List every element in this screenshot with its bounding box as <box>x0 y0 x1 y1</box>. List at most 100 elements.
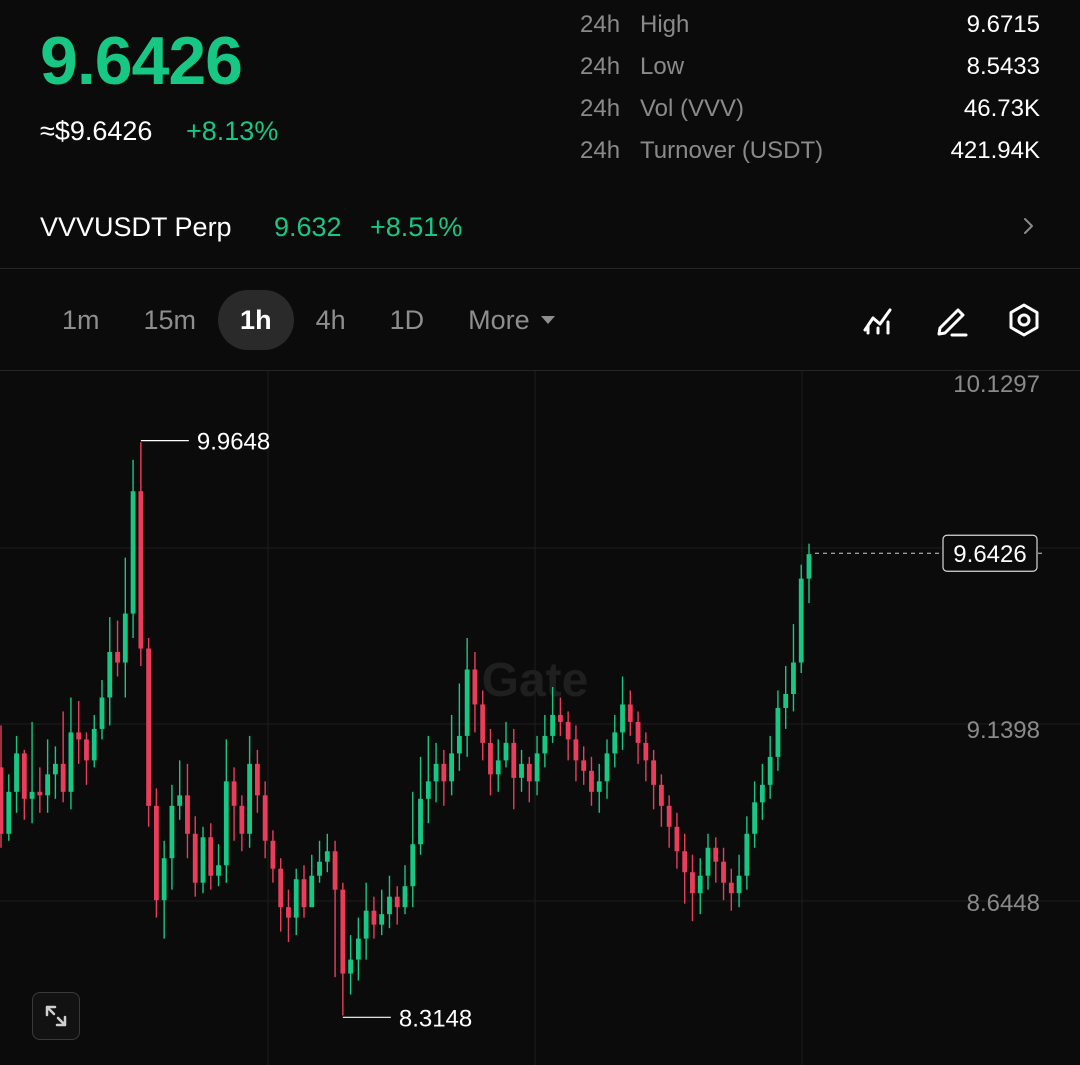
candle-body <box>627 704 633 722</box>
approx-usd-price: ≈$9.6426 <box>40 116 153 146</box>
candle-body <box>705 847 711 876</box>
stat-low-value: 8.5433 <box>966 53 1040 80</box>
candle-body <box>239 805 245 834</box>
candle-body <box>503 742 509 761</box>
candle-body <box>60 763 66 792</box>
candle-body <box>418 798 423 845</box>
candle-body <box>146 648 152 806</box>
candle-body <box>759 784 765 803</box>
candle-body <box>262 795 268 841</box>
candle-body <box>806 554 812 579</box>
candle-body <box>223 781 229 866</box>
stat-high-value: 9.6715 <box>966 11 1040 38</box>
candle-body <box>76 732 82 740</box>
candle-body <box>480 704 486 743</box>
stat-high-label: High <box>640 11 690 38</box>
candle-body <box>200 837 206 883</box>
candle-body <box>573 739 579 761</box>
candle-body <box>387 896 392 915</box>
tab-4h[interactable]: 4h <box>315 305 346 335</box>
candle-body <box>332 851 338 890</box>
candle-body <box>99 697 105 729</box>
tab-15m[interactable]: 15m <box>143 305 197 335</box>
candle-body <box>410 844 416 887</box>
candle-body <box>348 959 354 974</box>
min-price-label: 8.3148 <box>399 1005 472 1032</box>
candle-body <box>511 742 517 778</box>
tab-1h[interactable]: 1h <box>218 290 294 350</box>
perp-link-row[interactable]: VVVUSDT Perp 9.632 +8.51% <box>0 200 1080 262</box>
candle-body <box>620 704 625 733</box>
stat-turnover-period: 24h <box>580 137 621 164</box>
perp-name: VVVUSDT Perp <box>40 212 232 242</box>
candle-body <box>557 714 563 722</box>
candle-body <box>21 753 27 799</box>
tab-1m[interactable]: 1m <box>62 305 100 335</box>
candle-body <box>29 791 35 799</box>
stat-vol-label: Vol (VVV) <box>640 95 745 122</box>
candle-body <box>355 938 361 960</box>
candle-body <box>52 763 58 775</box>
stat-low-period: 24h <box>580 53 621 80</box>
candle-body <box>534 753 540 782</box>
current-price-label: 9.6426 <box>953 541 1026 568</box>
candle-body <box>495 760 501 775</box>
candle-body <box>449 753 455 782</box>
candle-body <box>697 875 703 894</box>
stat-vol-period: 24h <box>580 95 621 122</box>
candle-body <box>68 732 74 792</box>
candle-body <box>185 795 190 834</box>
candle-body <box>744 833 750 876</box>
candle-body <box>402 886 408 908</box>
candle-body <box>643 742 649 761</box>
interval-tabs: 1m 15m 1h 4h 1D More <box>40 290 578 350</box>
candle-body <box>107 652 113 698</box>
candle-body <box>674 826 680 852</box>
stat-vol-value: 46.73K <box>963 95 1040 122</box>
indicators-icon[interactable] <box>858 300 898 340</box>
candlestick-chart[interactable]: Gate 10.1297 9.1398 8.6448 8.1498 9.6426 9.9… <box>0 371 1080 1065</box>
max-price-label: 9.9648 <box>197 429 270 456</box>
candle-body <box>581 760 587 771</box>
fullscreen-button[interactable] <box>32 992 80 1040</box>
candle-body <box>371 910 377 925</box>
candle-body <box>138 491 144 649</box>
more-dropdown[interactable]: More <box>446 290 578 350</box>
candle-body <box>791 662 796 694</box>
stat-high-period: 24h <box>580 11 621 38</box>
candle-body <box>161 858 167 901</box>
candle-body <box>441 763 447 782</box>
candle-body <box>736 875 742 894</box>
candle-body <box>526 763 532 782</box>
last-price: 9.6426 <box>40 23 243 99</box>
price-change-percent: +8.13% <box>186 116 279 146</box>
current-price-box <box>942 534 1038 572</box>
candle-body <box>651 760 657 785</box>
candle-body <box>208 837 214 876</box>
candle-body <box>542 735 548 754</box>
settings-hex-icon[interactable] <box>1004 300 1044 340</box>
annotations: 9.6426 9.9648 8.3148 <box>140 429 1042 1032</box>
perp-price: 9.632 <box>274 212 342 242</box>
perp-change: +8.51% <box>370 212 463 242</box>
stat-low-label: Low <box>640 53 685 80</box>
candle-body <box>192 833 198 883</box>
candle-body <box>340 889 346 974</box>
candle-body <box>456 735 462 754</box>
draw-pencil-icon[interactable] <box>932 300 972 340</box>
candle-body <box>247 763 253 834</box>
candle-body <box>14 753 19 792</box>
candle-body <box>666 805 672 827</box>
y-axis-label: 8.6448 <box>967 890 1040 917</box>
candle-body <box>216 865 221 876</box>
candle-body <box>91 728 97 761</box>
candle-body <box>317 861 322 876</box>
candle-body <box>798 578 804 663</box>
candle-body <box>775 707 781 757</box>
y-axis-label: 8.1498 <box>967 1063 1040 1065</box>
candle-body <box>84 739 89 761</box>
chevron-right-icon <box>1024 218 1033 234</box>
tab-1d[interactable]: 1D <box>389 305 425 335</box>
candle-body <box>153 805 159 901</box>
candle-body <box>519 763 524 778</box>
